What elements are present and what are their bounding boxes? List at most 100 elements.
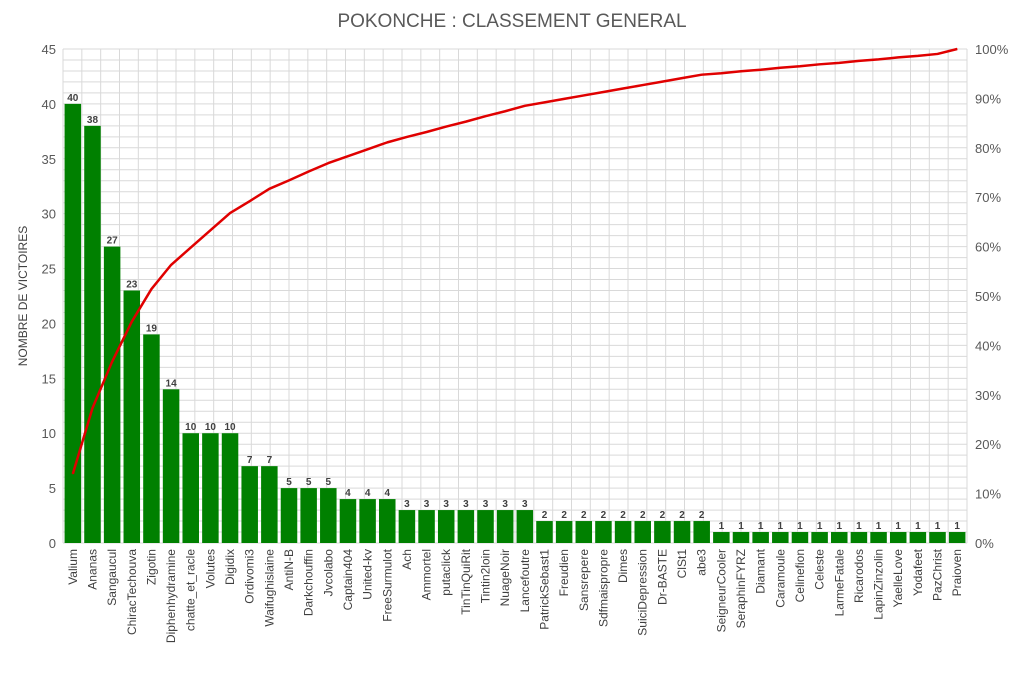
line-point [150, 288, 152, 290]
x-category-label: Tintin2loin [479, 549, 493, 603]
bar [870, 532, 887, 543]
bar [909, 532, 927, 543]
cumulative-line [71, 47, 958, 475]
x-category-label: TinTinQuiRit [459, 548, 473, 614]
line-point [720, 72, 722, 74]
line-point [170, 264, 172, 266]
line-point [819, 63, 821, 65]
y-tick-label: 20 [42, 316, 56, 331]
bar [162, 389, 180, 543]
x-category-label: SeraphinFYRZ [734, 549, 748, 628]
bar [614, 521, 632, 543]
line-point [249, 200, 251, 202]
bar [654, 521, 671, 543]
y2-tick-label: 40% [975, 338, 1001, 353]
x-category-label: NuageNoir [498, 549, 512, 606]
bar [359, 499, 376, 543]
bar [772, 532, 789, 543]
bar-data-label: 5 [306, 477, 312, 488]
line-point [288, 179, 290, 181]
line-point [131, 321, 133, 323]
x-category-label: ClSt1 [675, 549, 689, 579]
x-category-label: LarmeFatale [832, 549, 846, 617]
bar-data-label: 3 [404, 499, 410, 510]
bar [693, 521, 710, 543]
secondary-y-axis-ticks: 0% 10% 20% 30% 40% 50% 60% 70% 80% 90% 100% [975, 42, 1009, 551]
bar [182, 433, 199, 543]
bar-data-label: 2 [640, 510, 646, 521]
x-category-label: Volutes [203, 549, 217, 588]
x-category-label: Jvcolabo [321, 549, 335, 597]
x-category-label: Ricarodos [852, 549, 866, 603]
x-category-label: Sansrepere [577, 549, 591, 611]
line-point [681, 77, 683, 79]
bar-data-label: 3 [424, 499, 430, 510]
line-point [504, 110, 506, 112]
x-category-label: Waifughislaine [262, 549, 276, 627]
bar-data-label: 1 [895, 521, 901, 532]
line-point [661, 81, 663, 83]
bar [634, 521, 651, 543]
x-category-label: SeigneurCooler [714, 549, 728, 632]
x-category-label: Zigotin [144, 549, 158, 585]
bar-data-label: 10 [185, 422, 197, 433]
line-point [642, 84, 644, 86]
bar [261, 466, 278, 543]
line-point [524, 105, 526, 107]
x-category-label: Praioven [950, 549, 964, 596]
x-category-label: abe3 [695, 549, 709, 576]
bar-data-label: 4 [365, 488, 371, 499]
bar-data-label: 1 [719, 521, 725, 532]
line-point [268, 188, 270, 190]
x-category-label: Ammortel [420, 549, 434, 600]
x-category-label: Celinefion [793, 549, 807, 602]
line-point [406, 136, 408, 138]
bar-data-label: 1 [856, 521, 862, 532]
x-category-label: Celeste [813, 549, 827, 590]
bar [673, 521, 691, 543]
bar [831, 532, 848, 543]
x-category-label: SuiciDepression [636, 549, 650, 636]
bar-data-label: 3 [483, 499, 489, 510]
bar [418, 510, 435, 543]
x-category-label: Yodafeet [911, 548, 925, 596]
line-point [485, 115, 487, 117]
x-category-label: FreeSurmulot [380, 548, 394, 621]
line-point [209, 229, 211, 231]
line-point [229, 212, 231, 214]
line-point [917, 55, 919, 57]
line-point [956, 48, 958, 50]
x-category-label: Darkchouffin [302, 549, 316, 616]
y2-tick-label: 70% [975, 190, 1001, 205]
bar [791, 532, 809, 543]
bar-series [64, 103, 966, 543]
line-point [799, 65, 801, 67]
bar [850, 532, 868, 543]
line-point [602, 91, 604, 93]
line-point [465, 121, 467, 123]
bar [732, 532, 750, 543]
y2-tick-label: 60% [975, 240, 1001, 255]
x-category-label: PazChrist [931, 548, 945, 601]
bar-data-label: 1 [915, 521, 921, 532]
bar [889, 532, 907, 543]
bar [496, 510, 514, 543]
y2-tick-label: 100% [975, 42, 1009, 57]
line-point [937, 53, 939, 55]
x-category-label: Lancefoutre [518, 549, 532, 613]
bar [300, 488, 317, 543]
bar [320, 488, 337, 543]
bar-data-label: 27 [107, 236, 119, 247]
bar [536, 521, 553, 543]
x-category-label: Sangaucul [105, 549, 119, 606]
line-point [543, 101, 545, 103]
line-point [111, 361, 113, 363]
bar-data-label: 3 [443, 499, 449, 510]
bar-data-label: 10 [205, 422, 217, 433]
line-point [701, 74, 703, 76]
y2-tick-label: 90% [975, 91, 1001, 106]
y2-tick-label: 0% [975, 536, 994, 551]
bar-data-label: 1 [935, 521, 941, 532]
x-category-label: chatte_et_racle [184, 549, 198, 631]
